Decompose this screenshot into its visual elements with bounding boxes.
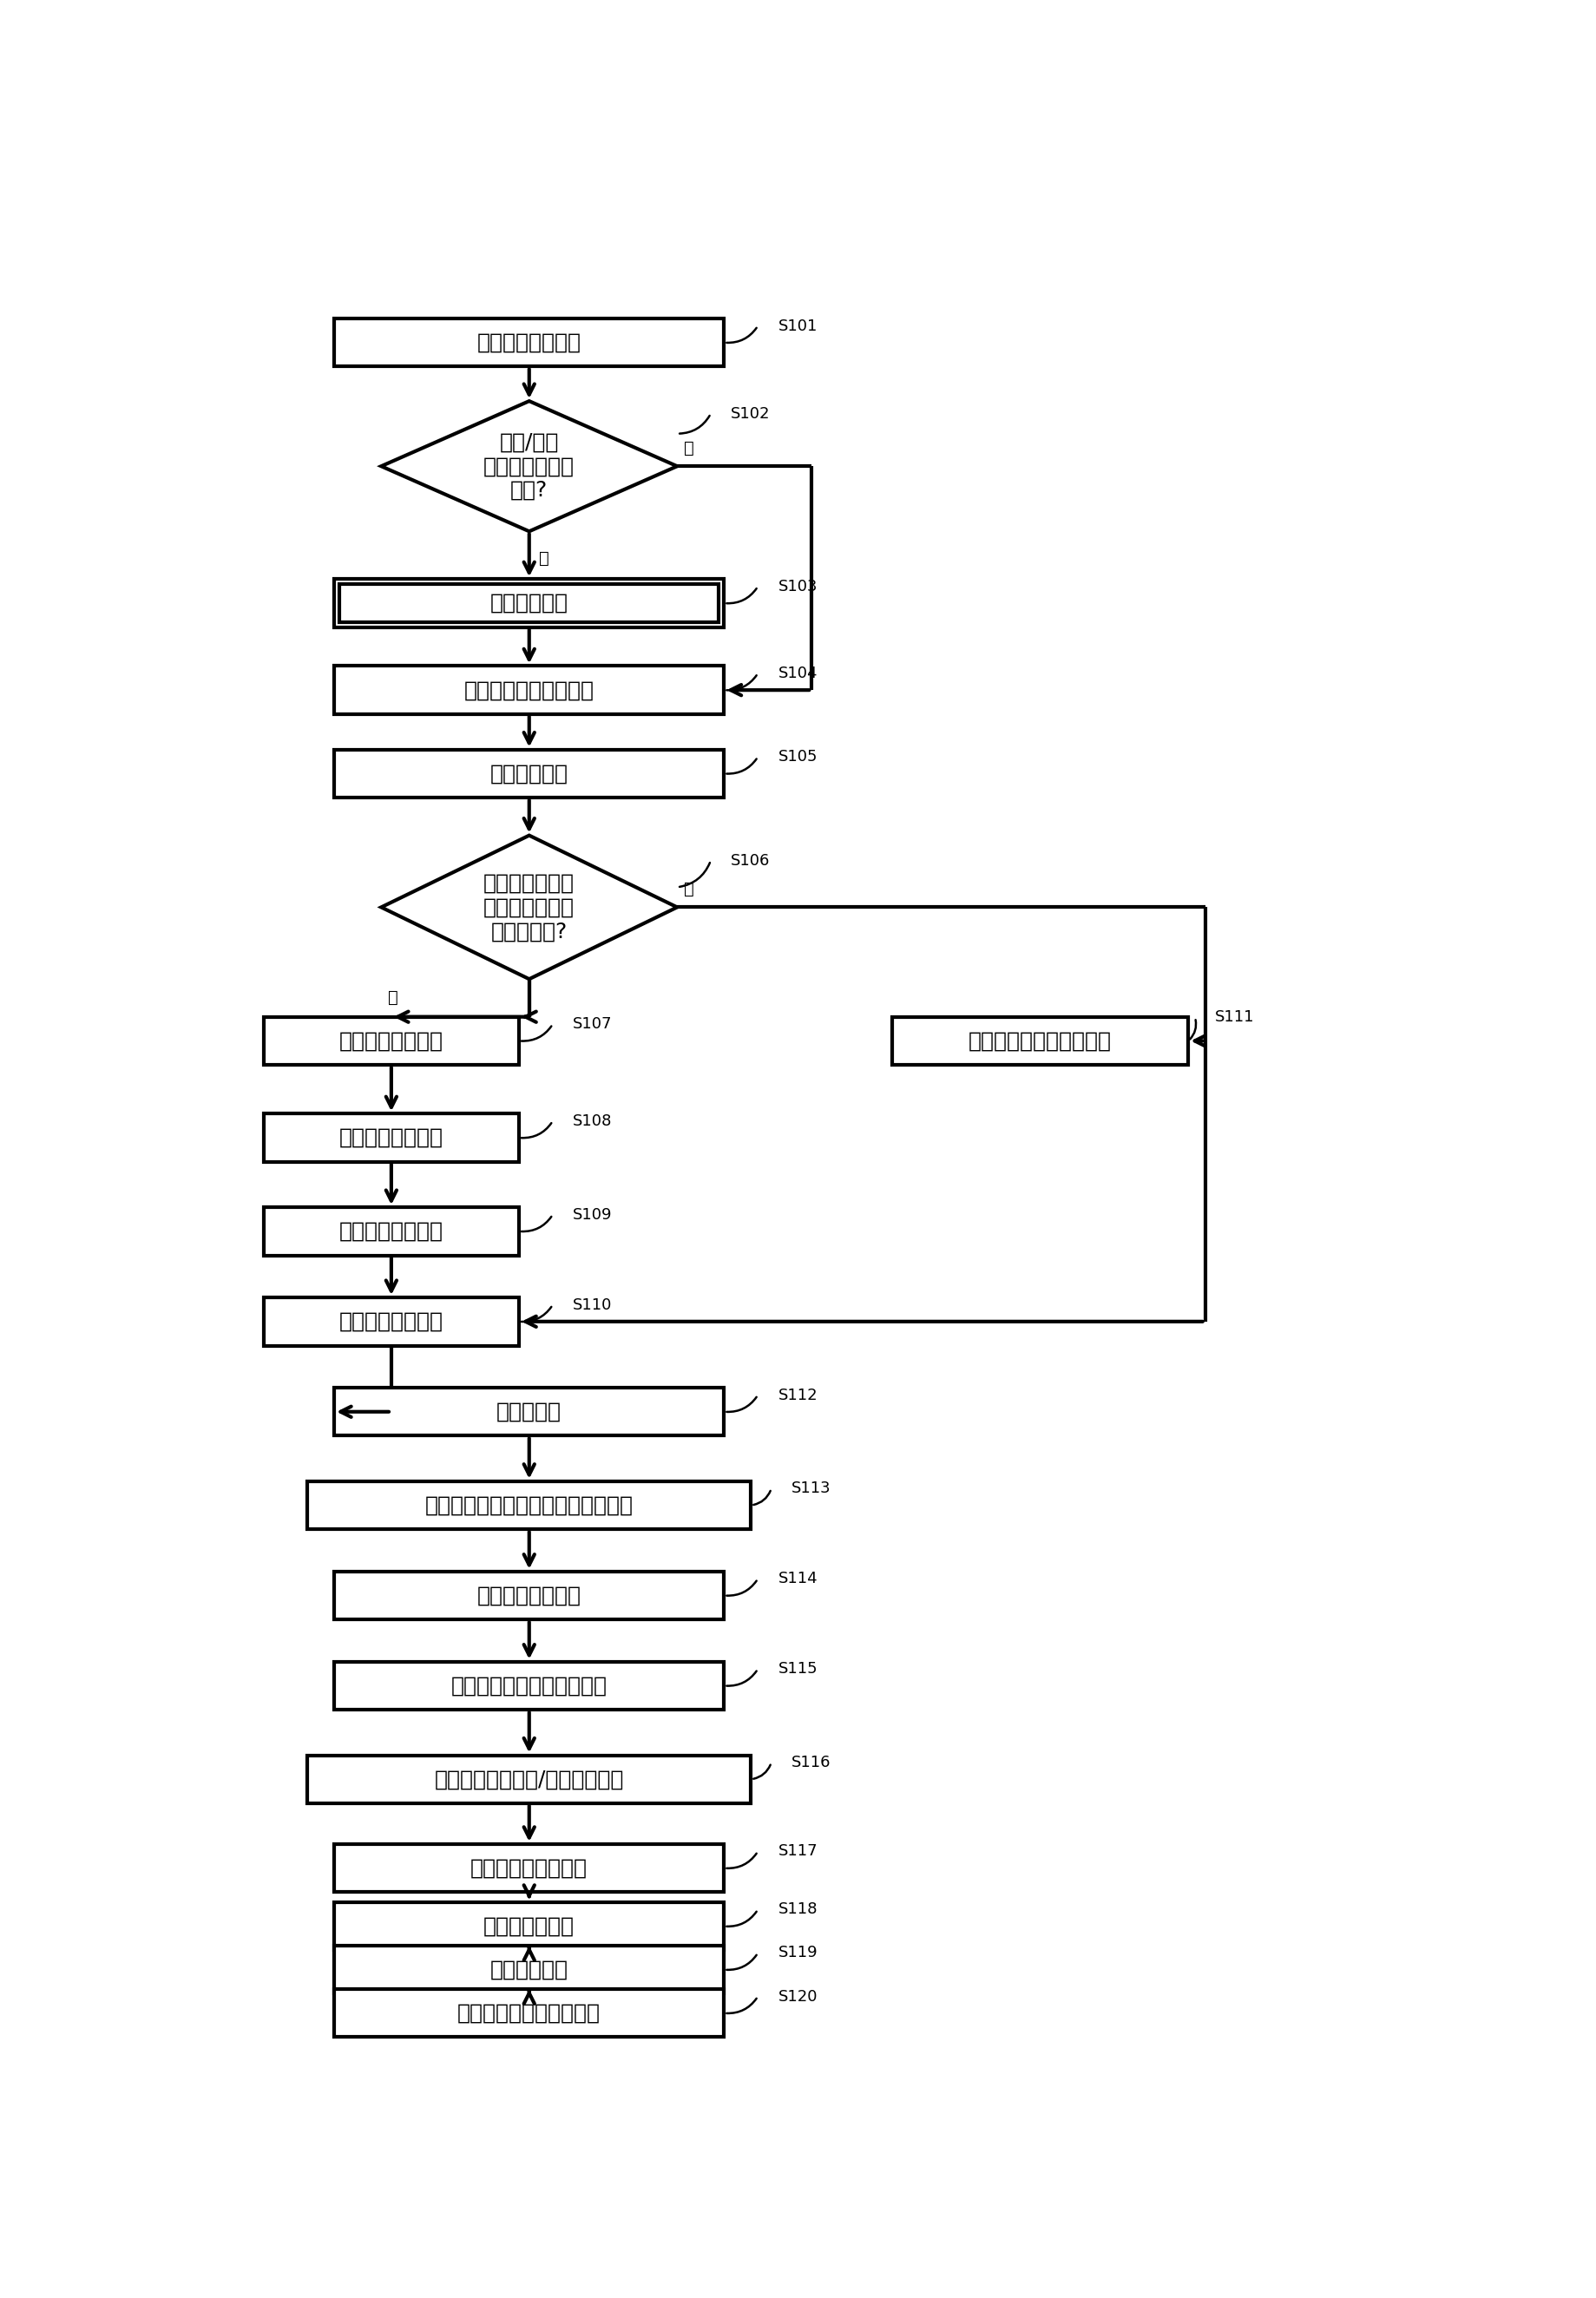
FancyBboxPatch shape — [306, 1756, 750, 1804]
Text: S113: S113 — [792, 1480, 830, 1496]
Text: S117: S117 — [777, 1843, 817, 1859]
Text: 否: 否 — [683, 439, 694, 457]
Text: 接收第一检测信号: 接收第一检测信号 — [477, 333, 581, 354]
FancyBboxPatch shape — [334, 1946, 725, 1995]
Text: S108: S108 — [573, 1112, 611, 1128]
Text: S102: S102 — [731, 407, 769, 421]
Text: S116: S116 — [792, 1756, 830, 1769]
Text: S119: S119 — [777, 1944, 817, 1960]
Text: 第二/第三
检测信号正在被
接收?: 第二/第三 检测信号正在被 接收? — [484, 432, 575, 501]
Text: 存在对应于输出
设置的第一输出
终止点信息?: 存在对应于输出 设置的第一输出 终止点信息? — [484, 873, 575, 942]
FancyBboxPatch shape — [334, 1843, 725, 1891]
Text: 接收定时器信号: 接收定时器信号 — [484, 1917, 575, 1937]
Text: 设置定时器: 设置定时器 — [496, 1402, 562, 1422]
Text: S103: S103 — [777, 579, 817, 595]
Text: 确定输出设置: 确定输出设置 — [490, 763, 568, 784]
Text: S120: S120 — [777, 1988, 817, 2004]
FancyBboxPatch shape — [892, 1016, 1187, 1064]
Text: S112: S112 — [777, 1388, 817, 1402]
FancyBboxPatch shape — [334, 1990, 725, 2038]
Text: 存储时间控制数据: 存储时间控制数据 — [338, 1312, 444, 1333]
Text: S105: S105 — [777, 749, 817, 765]
Text: 存储电压控制数据: 存储电压控制数据 — [338, 1128, 444, 1149]
Text: 发送操作图像产生信号: 发送操作图像产生信号 — [464, 680, 594, 701]
Text: S115: S115 — [777, 1661, 817, 1678]
Text: S111: S111 — [1215, 1009, 1254, 1025]
FancyBboxPatch shape — [334, 749, 725, 797]
Text: 错误显示过程: 错误显示过程 — [490, 593, 568, 614]
Text: 否: 否 — [388, 988, 397, 1007]
FancyBboxPatch shape — [334, 1388, 725, 1436]
Text: S110: S110 — [573, 1296, 611, 1312]
Text: S118: S118 — [777, 1903, 817, 1917]
Polygon shape — [381, 836, 677, 979]
Text: 是: 是 — [683, 880, 694, 896]
FancyBboxPatch shape — [263, 1206, 519, 1255]
FancyBboxPatch shape — [334, 1903, 725, 1951]
FancyBboxPatch shape — [334, 1572, 725, 1620]
FancyBboxPatch shape — [306, 1482, 750, 1530]
FancyBboxPatch shape — [263, 1298, 519, 1347]
Text: 存储与所设置的治疗时间有关的数据: 存储与所设置的治疗时间有关的数据 — [425, 1496, 634, 1517]
Text: 控制第一可变电阻器: 控制第一可变电阻器 — [471, 1857, 587, 1877]
Text: S106: S106 — [731, 853, 769, 869]
FancyBboxPatch shape — [334, 319, 725, 368]
Text: 产生时间控制数据: 产生时间控制数据 — [338, 1220, 444, 1241]
Text: 发送所设置的治疗时间信号: 发送所设置的治疗时间信号 — [450, 1675, 606, 1696]
Text: 产生电压控制数据: 产生电压控制数据 — [338, 1030, 444, 1050]
Text: S101: S101 — [777, 317, 817, 333]
Text: S114: S114 — [777, 1572, 817, 1586]
Text: 接通治疗开始开关: 接通治疗开始开关 — [477, 1586, 581, 1606]
Text: 读取第一输出终止点信息: 读取第一输出终止点信息 — [969, 1030, 1111, 1050]
Text: S104: S104 — [777, 666, 817, 680]
FancyBboxPatch shape — [263, 1016, 519, 1064]
FancyBboxPatch shape — [334, 1661, 725, 1710]
Text: 是: 是 — [539, 549, 549, 568]
Text: 停止电压产生: 停止电压产生 — [490, 1960, 568, 1981]
Text: 存储第一输出终止点信息: 存储第一输出终止点信息 — [458, 2004, 600, 2025]
Text: S109: S109 — [573, 1206, 611, 1223]
FancyBboxPatch shape — [263, 1115, 519, 1163]
FancyBboxPatch shape — [334, 579, 725, 627]
Polygon shape — [381, 402, 677, 531]
Text: 读取电压控制数据/时间控制数据: 读取电压控制数据/时间控制数据 — [434, 1769, 624, 1790]
Text: S107: S107 — [573, 1016, 611, 1032]
FancyBboxPatch shape — [334, 666, 725, 715]
